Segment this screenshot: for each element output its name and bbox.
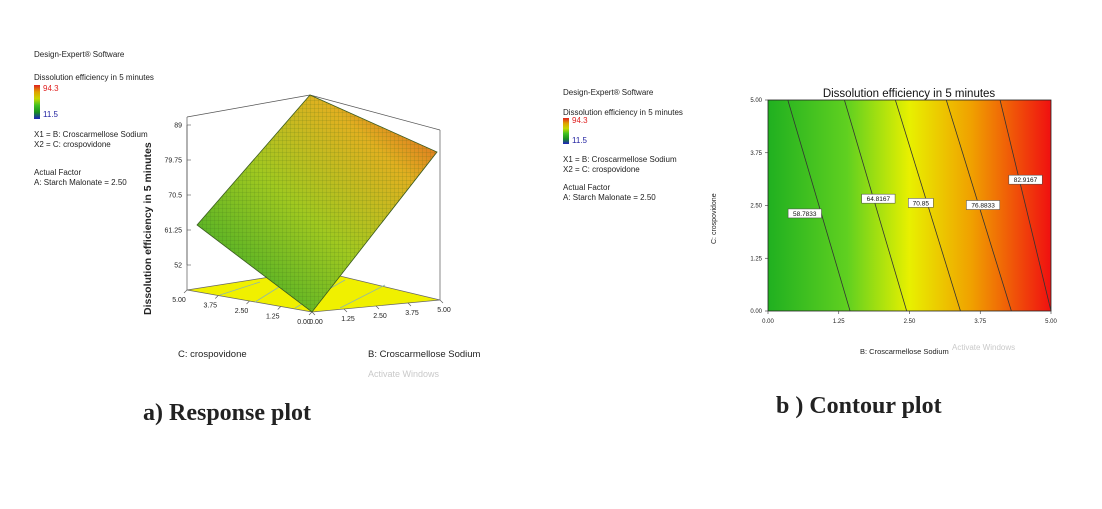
b-tick-label: 5.00: [437, 307, 451, 314]
contour-plot-caption: b ) Contour plot: [776, 393, 942, 419]
y-axis-label: C: crospovidone: [711, 193, 718, 244]
actual-factor-title: Actual Factor: [563, 183, 611, 192]
x-tick-label: 5.00: [1045, 319, 1057, 325]
b-axis-label: B: Croscarmellose Sodium: [368, 349, 480, 360]
legend-low-value: 11.5: [43, 110, 58, 119]
c-axis-label: C: crospovidone: [178, 349, 247, 360]
software-label: Design-Expert® Software: [34, 50, 125, 59]
c-tick-label: 1.25: [266, 314, 280, 321]
c-tick-label: 3.75: [203, 303, 217, 310]
c-tick-label: 2.50: [235, 308, 249, 315]
c-tick: [277, 306, 281, 310]
contour-line: [999, 99, 1052, 312]
b-tick: [311, 311, 316, 316]
b-tick-label: 3.75: [405, 310, 419, 317]
z-axis: 52 61.25 70.5 79.75 89: [164, 123, 191, 270]
b-tick-label: 2.50: [373, 313, 387, 320]
x-tick-label: 2.50: [904, 319, 916, 325]
c-axis: 0.00 1.25 2.50 3.75 5.00: [172, 289, 313, 326]
c-tick: [246, 300, 250, 305]
x-tick-label: 1.25: [833, 319, 845, 325]
x2-definition: X2 = C: crospovidone: [563, 165, 640, 174]
actual-factor-block: Actual Factor A: Starch Malonate = 2.50: [563, 183, 656, 203]
b-tick-label: 1.25: [341, 316, 355, 323]
contour-label-box: [787, 208, 822, 219]
contour-label: 82.9167: [1014, 177, 1038, 184]
contour-line: [844, 99, 908, 312]
contour-lines: 58.7833 64.8167 70.85 76.8833 82.9167: [787, 99, 1052, 312]
c-tick-label: 5.00: [172, 297, 186, 304]
x1-definition: X1 = B: Croscarmellose Sodium: [563, 155, 677, 164]
contour-label: 76.8833: [971, 203, 995, 210]
actual-factor-value: A: Starch Malonate = 2.50: [563, 193, 656, 202]
x-axis-label: B: Croscarmellose Sodium: [860, 347, 949, 356]
y-tick-label: 0.00: [750, 309, 762, 315]
legend-low-value: 11.5: [572, 136, 587, 145]
c-tick: [308, 311, 313, 316]
response-name: Dissolution efficiency in 5 minutes: [34, 73, 154, 82]
b-tick: [407, 302, 412, 307]
x-axis-ticks: 0.00 1.25 2.50 3.75 5.00: [762, 311, 1057, 325]
z-axis-label: Dissolution efficiency in 5 minutes: [142, 142, 154, 315]
color-legend-bar: [34, 85, 40, 119]
c-tick: [183, 289, 188, 294]
color-legend-bar: [563, 118, 569, 144]
y-tick-label: 3.75: [750, 151, 762, 157]
z-tick-label: 79.75: [164, 158, 182, 165]
contour-label: 64.8167: [867, 196, 891, 203]
x2-definition: X2 = C: crospovidone: [34, 140, 111, 149]
z-tick-label: 70.5: [168, 193, 182, 200]
y-axis-ticks: 0.00 1.25 2.50 3.75 5.00: [750, 98, 768, 315]
b-tick-label: 0.00: [309, 319, 323, 326]
right-watermark: Activate Windows: [952, 343, 1015, 352]
contour-label-box: [861, 193, 896, 204]
contour-chart: Dissolution efficiency in 5 minutes 58.7…: [711, 88, 1057, 356]
legend-high-value: 94.3: [43, 84, 59, 93]
contour-label-box: [908, 198, 934, 208]
response-plot-caption: a) Response plot: [143, 400, 312, 426]
x-tick-label: 3.75: [974, 319, 986, 325]
actual-factor-title: Actual Factor: [34, 168, 82, 177]
y-tick-label: 1.25: [750, 256, 762, 262]
b-tick: [343, 308, 348, 313]
y-tick-label: 2.50: [750, 204, 762, 210]
c-tick: [215, 295, 219, 299]
factor-definitions: X1 = B: Croscarmellose Sodium X2 = C: cr…: [34, 130, 148, 150]
legend-high-value: 94.3: [572, 116, 588, 125]
c-tick-label: 0.00: [297, 319, 311, 326]
z-tick-label: 61.25: [164, 228, 182, 235]
contour-label-box: [1008, 174, 1043, 185]
contour-title: Dissolution efficiency in 5 minutes: [823, 88, 996, 100]
contour-label: 70.85: [913, 200, 930, 207]
b-tick: [375, 305, 380, 310]
z-tick-label: 52: [174, 263, 182, 270]
contour-label: 58.7833: [793, 211, 817, 218]
b-axis: 0.00 1.25 2.50 3.75 5.00: [309, 299, 451, 326]
left-watermark: Activate Windows: [368, 369, 440, 379]
z-tick-label: 89: [174, 123, 182, 130]
factor-definitions: X1 = B: Croscarmellose Sodium X2 = C: cr…: [563, 155, 677, 175]
software-label: Design-Expert® Software: [563, 88, 654, 97]
y-tick-label: 5.00: [750, 98, 762, 104]
x-tick-label: 0.00: [762, 319, 774, 325]
contour-label-box: [966, 200, 1001, 210]
actual-factor-value: A: Starch Malonate = 2.50: [34, 178, 127, 187]
x1-definition: X1 = B: Croscarmellose Sodium: [34, 130, 148, 139]
b-tick: [439, 299, 444, 304]
actual-factor-block: Actual Factor A: Starch Malonate = 2.50: [34, 168, 127, 188]
contour-line: [787, 99, 851, 312]
response-name: Dissolution efficiency in 5 minutes: [563, 108, 683, 117]
